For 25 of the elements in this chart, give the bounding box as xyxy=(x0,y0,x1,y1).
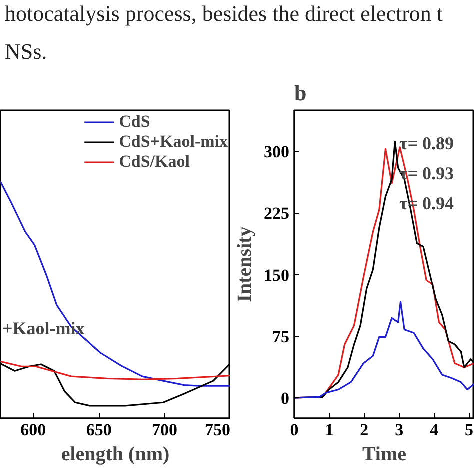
x-tick-label: 600 xyxy=(20,420,46,440)
text: NSs. xyxy=(5,39,48,64)
x-tick-label: 4 xyxy=(430,420,440,440)
x-tick-label: 2 xyxy=(360,420,369,440)
y-tick-label: 150 xyxy=(264,266,290,285)
y-axis-title: Intensity xyxy=(234,226,256,302)
annotation: τ= 0.89 xyxy=(400,134,454,154)
line-series xyxy=(294,301,474,399)
y-tick-label: 0 xyxy=(281,388,290,408)
text: hotocatalysis process, besides the direct electron t xyxy=(5,1,444,26)
y-tick-label: 225 xyxy=(264,204,290,224)
x-tick-label: 650 xyxy=(86,420,112,440)
x-axis-title: Time xyxy=(362,444,407,466)
x-tick-label: 1 xyxy=(325,420,334,440)
x-tick-label: 750 xyxy=(205,420,230,440)
y-tick-label: 75 xyxy=(272,327,290,346)
x-axis-title: elength (nm) xyxy=(61,444,170,466)
x-tick-label: 700 xyxy=(152,420,178,440)
legend-label: CdS xyxy=(119,112,150,132)
y-tick-label: 300 xyxy=(264,142,290,162)
legend-label: CdS+Kaol-mix xyxy=(119,132,228,152)
legend-label: CdS/Kaol xyxy=(119,152,190,172)
chart-title: b xyxy=(294,80,307,106)
x-tick-label: 5 xyxy=(465,420,474,440)
x-tick-label: 3 xyxy=(395,420,404,440)
